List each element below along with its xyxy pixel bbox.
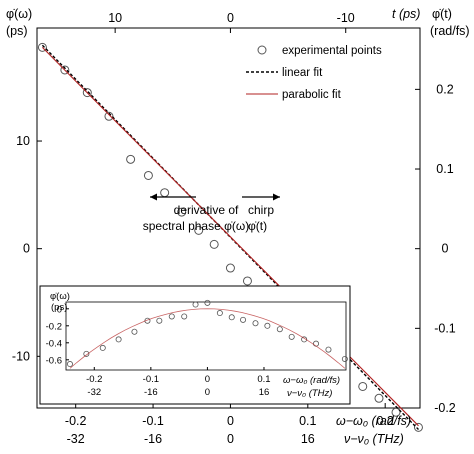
- inset-data-point: [228, 314, 235, 321]
- inset-x-tick-label: 0.1: [257, 374, 270, 385]
- data-point: [126, 154, 136, 164]
- x-tick-label: 0: [227, 414, 234, 428]
- right-tick-label: 0.1: [436, 162, 453, 176]
- right-tick-label: 0: [442, 242, 449, 256]
- inset-x-tick-label: 0: [205, 374, 210, 385]
- x-tick-label: -0.1: [142, 414, 164, 428]
- left-axis-title: φ̇(ω): [6, 7, 32, 21]
- data-point: [413, 422, 423, 432]
- parabolic-fit-line: [42, 47, 419, 427]
- top-axis-title: t (ps): [392, 7, 420, 21]
- y-tick-label: 10: [16, 134, 30, 148]
- right-tick-label: 0.2: [436, 82, 453, 96]
- data-point: [82, 88, 92, 98]
- inset-data-point: [240, 316, 247, 323]
- left-annotation-line1: derivative of: [174, 203, 239, 217]
- inset-parabolic-fit-line: [69, 308, 346, 369]
- data-point: [358, 381, 368, 391]
- inset-x-tick-label: -0.2: [86, 374, 102, 385]
- legend: experimental points linear fit parabolic…: [246, 45, 382, 101]
- x2-tick-label: -32: [67, 432, 85, 446]
- data-point: [160, 188, 170, 198]
- inset-x-title-omega: ω−ω₀ (rad/fs): [283, 375, 340, 386]
- y-tick-label: 0: [23, 242, 30, 256]
- top-tick-label: 0: [227, 11, 234, 25]
- x-tick-label: 0.1: [299, 414, 316, 428]
- top-tick-label: 10: [108, 11, 122, 25]
- right-annotation-line1: chirp: [248, 203, 274, 217]
- inset-data-point: [115, 336, 122, 343]
- inset-panel: [39, 285, 351, 405]
- inset-x-tick-label: -0.1: [143, 374, 159, 385]
- inset-x2-tick-label: 0: [205, 387, 210, 398]
- inset-data-point: [264, 322, 271, 329]
- inset-data-point: [325, 346, 332, 353]
- right-annotation-line2: φ̇(t): [248, 219, 267, 233]
- inset-x-title-nu: ν−ν₀ (THz): [287, 388, 332, 399]
- inset-x2-tick-label: -16: [144, 387, 158, 398]
- inset-data-point: [66, 361, 73, 368]
- inset-y-tick-label: -0.4: [46, 338, 62, 349]
- x2-tick-label: -16: [144, 432, 162, 446]
- x-tick-label: -0.2: [65, 414, 87, 428]
- right-axis-title: φ̇(t): [432, 7, 452, 21]
- inset-y-title: φ̇(ω): [50, 291, 70, 302]
- data-point: [374, 393, 384, 403]
- y-tick-label: -10: [12, 349, 30, 363]
- bottom-axis-title-omega: ω−ω₀ (rad/fs): [336, 414, 411, 428]
- inset-data-point: [192, 301, 199, 308]
- data-point: [391, 407, 401, 417]
- data-point: [194, 225, 204, 235]
- inset-data-point: [288, 333, 295, 340]
- inset-data-point: [216, 310, 223, 317]
- data-point: [143, 170, 153, 180]
- data-point: [209, 239, 219, 249]
- data-point: [104, 111, 114, 121]
- inset-data-point: [341, 355, 348, 362]
- inset-data-point: [83, 350, 90, 357]
- data-point: [60, 65, 70, 75]
- right-tick-label: -0.1: [434, 321, 456, 335]
- inset-data-point: [204, 299, 211, 306]
- inset-x2-tick-label: -32: [87, 387, 101, 398]
- inset-data-point: [276, 326, 283, 333]
- inset-y-tick-label: 0: [57, 304, 62, 315]
- legend-label-points: experimental points: [282, 45, 382, 57]
- legend-label-parabolic: parabolic fit: [282, 89, 342, 101]
- x-tick-label: 0.2: [376, 414, 393, 428]
- inset-data-point: [131, 328, 138, 335]
- inset-data-point: [156, 317, 163, 324]
- top-tick-label: -10: [337, 11, 355, 25]
- inset-y-tick-label: -0.2: [46, 321, 62, 332]
- inset-data-point: [181, 313, 188, 320]
- right-tick-label: -0.2: [434, 401, 456, 415]
- legend-circle-marker: [257, 45, 267, 55]
- inset-y-tick-label: -0.6: [46, 355, 62, 366]
- inset-x2-tick-label: 16: [259, 387, 270, 398]
- x2-tick-label: 16: [301, 432, 315, 446]
- inset-data-point: [168, 313, 175, 320]
- inset-y-unit: (ps): [51, 302, 67, 313]
- left-axis-unit: (ps): [6, 24, 28, 38]
- data-point: [225, 263, 235, 273]
- data-point: [37, 42, 47, 52]
- inset-data-point: [252, 320, 259, 327]
- bottom-axis-title-nu: ν−ν₀ (THz): [344, 432, 404, 446]
- inset-frame: [65, 301, 347, 371]
- inset-data-point: [99, 344, 106, 351]
- inset-data-point: [301, 336, 308, 343]
- right-axis-unit: (rad/fs): [430, 24, 470, 38]
- plot-frame: [36, 27, 421, 409]
- data-point: [242, 276, 252, 286]
- x2-tick-label: 0: [227, 432, 234, 446]
- data-point: [177, 207, 187, 217]
- left-annotation-line2: spectral phase φ̇(ω): [143, 219, 250, 233]
- legend-label-linear: linear fit: [282, 67, 323, 79]
